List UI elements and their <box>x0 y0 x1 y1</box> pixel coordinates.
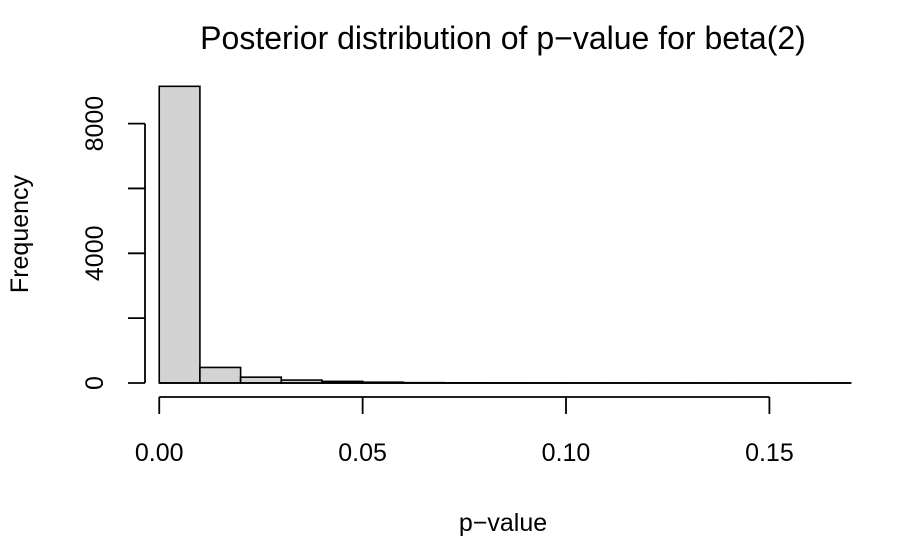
y-axis: 0 4000 8000 <box>81 96 146 390</box>
y-axis-label: Frequency <box>6 174 34 293</box>
y-tick-label: 4000 <box>81 225 109 281</box>
chart-title: Posterior distribution of p−value for be… <box>200 20 806 56</box>
histogram-bar-2 <box>199 366 242 384</box>
x-axis: 0.00 0.05 0.10 0.15 <box>135 396 794 467</box>
y-tick-label: 8000 <box>81 96 109 152</box>
x-tick-label: 0.15 <box>745 439 794 467</box>
x-tick-label: 0.10 <box>542 439 591 467</box>
x-tick-label: 0.00 <box>135 439 184 467</box>
x-axis-label: p−value <box>459 509 547 537</box>
histogram-bars <box>158 85 852 384</box>
y-tick-label: 0 <box>81 376 109 390</box>
x-tick-label: 0.05 <box>338 439 387 467</box>
histogram-bar-1 <box>158 85 201 384</box>
